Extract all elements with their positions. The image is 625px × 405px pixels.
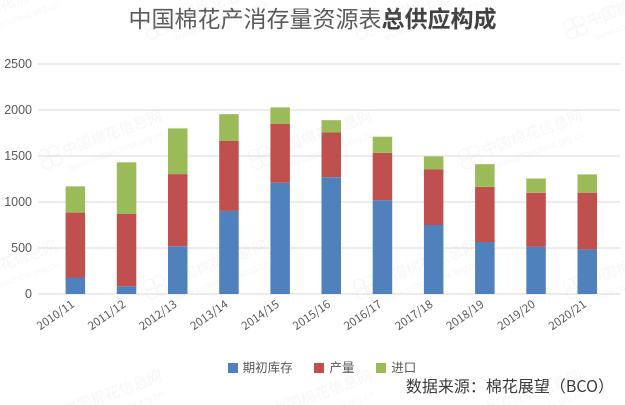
svg-text:2019/20: 2019/20 <box>494 296 538 334</box>
svg-text:2017/18: 2017/18 <box>392 296 436 334</box>
svg-text:2016/17: 2016/17 <box>341 296 385 334</box>
svg-text:2010/11: 2010/11 <box>33 296 77 334</box>
svg-text:2000: 2000 <box>4 103 32 117</box>
svg-text:2014/15: 2014/15 <box>238 296 282 334</box>
svg-text:1500: 1500 <box>4 149 32 163</box>
svg-text:2011/12: 2011/12 <box>85 296 129 334</box>
svg-text:2015/16: 2015/16 <box>289 296 333 334</box>
svg-text:2020/21: 2020/21 <box>545 296 589 334</box>
svg-text:0: 0 <box>25 287 32 301</box>
svg-text:500: 500 <box>11 241 32 255</box>
svg-text:2500: 2500 <box>4 57 32 71</box>
svg-text:1000: 1000 <box>4 195 32 209</box>
svg-text:2012/13: 2012/13 <box>136 296 180 334</box>
svg-text:2013/14: 2013/14 <box>187 296 232 334</box>
svg-text:2018/19: 2018/19 <box>443 296 487 334</box>
